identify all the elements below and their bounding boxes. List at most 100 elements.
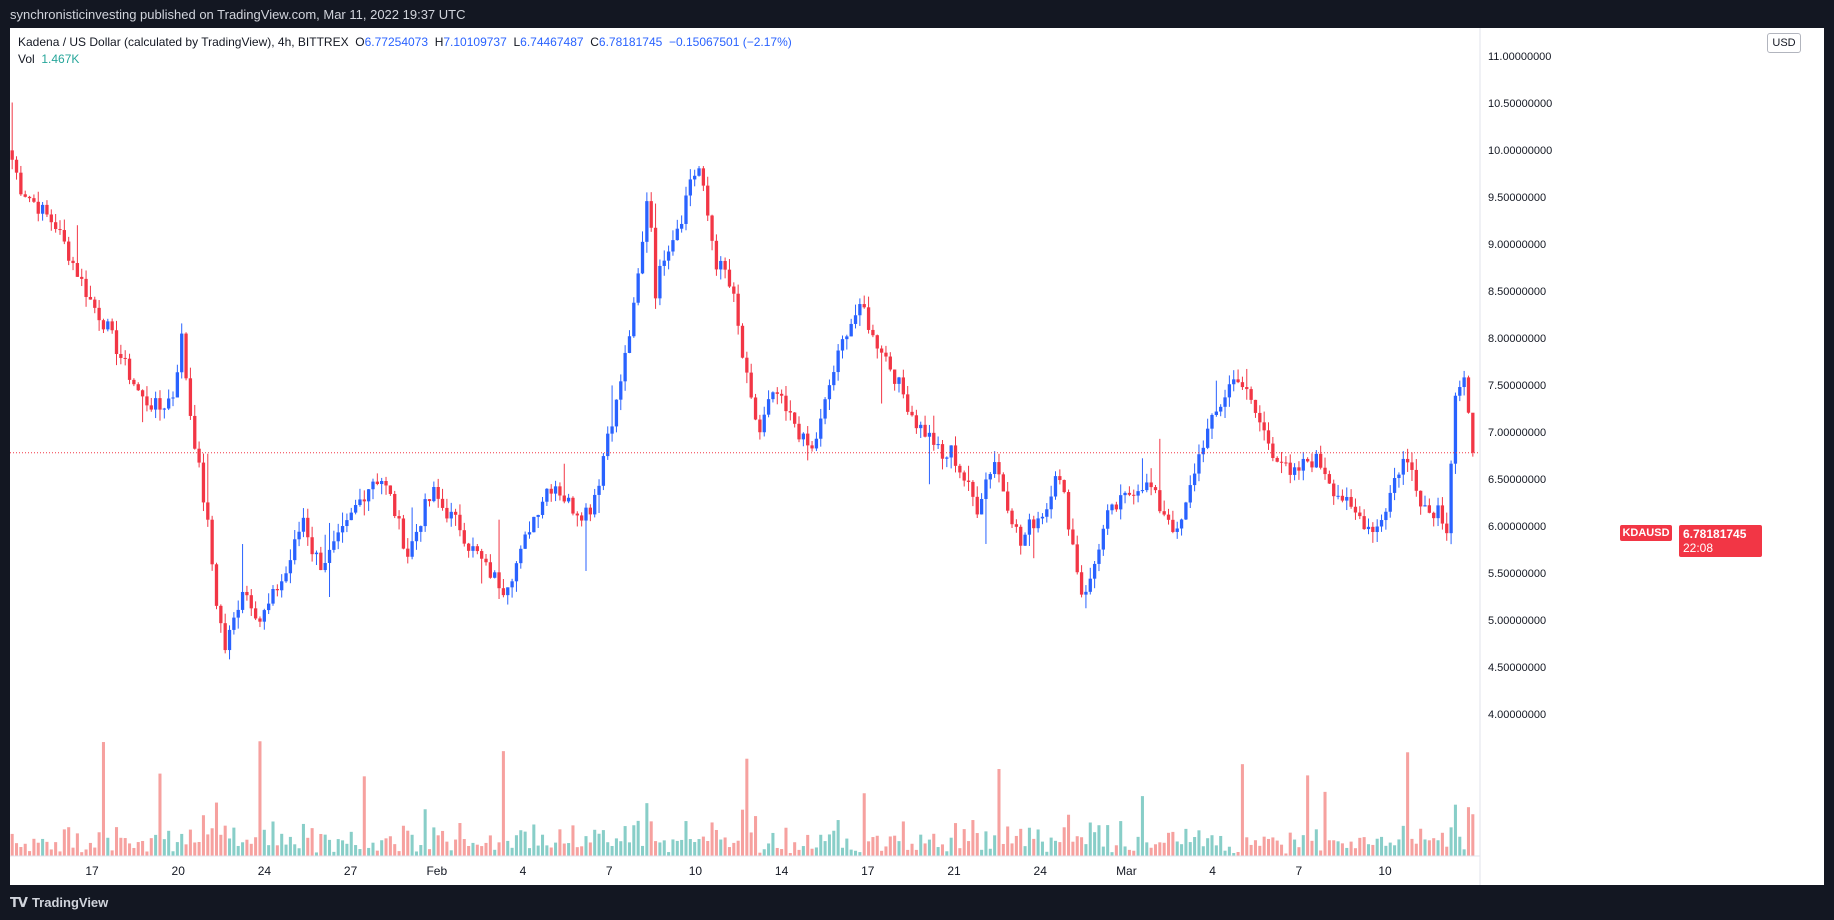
volume-bar — [627, 842, 631, 856]
candle-body — [793, 412, 797, 424]
candle-body — [419, 526, 423, 532]
chart-panel[interactable]: 4.00000000 4.50000000 5.00000000 5.50000000… — [10, 28, 1824, 885]
candle-body — [797, 423, 801, 440]
candle-body — [75, 263, 80, 277]
candle-body — [871, 329, 875, 336]
volume-bar — [1201, 846, 1205, 856]
volume-bar — [823, 841, 827, 856]
candle-body — [223, 623, 227, 651]
candle-body — [1166, 514, 1171, 520]
candle-body — [801, 433, 806, 440]
candle-body — [1353, 506, 1358, 513]
volume-bar — [919, 834, 923, 856]
candle-body — [153, 398, 158, 410]
volume-bar — [358, 849, 362, 856]
volume-bar — [267, 845, 271, 856]
candle-body — [106, 321, 110, 330]
volume-bar — [471, 842, 475, 856]
candle-body — [1119, 495, 1123, 510]
tradingview-logo[interactable]: TV TradingView — [10, 895, 108, 911]
volume-bar — [671, 839, 675, 856]
candle-body — [58, 229, 62, 231]
volume-bar — [249, 843, 253, 856]
volume-bar — [801, 846, 805, 856]
change-value: −0.15067501 (−2.17%) — [668, 35, 792, 49]
volume-bar — [701, 836, 705, 856]
volume-bar — [667, 852, 671, 856]
candle-body — [10, 150, 14, 160]
candle-body — [984, 479, 988, 499]
candle-body — [1432, 512, 1436, 519]
candle-body — [710, 215, 714, 241]
volume-bar — [1040, 841, 1044, 856]
volume-bar — [549, 847, 553, 856]
currency-button[interactable]: USD — [1767, 33, 1801, 53]
volume-bar — [214, 802, 219, 856]
candle-body — [506, 587, 510, 596]
volume-bar — [49, 849, 53, 856]
volume-bar — [310, 828, 314, 856]
candle-body — [845, 336, 849, 340]
candle-body — [488, 562, 493, 578]
price-tick-label: 11.00000000 — [1488, 51, 1551, 63]
volume-bar — [262, 829, 266, 856]
volume-bar — [293, 844, 297, 856]
candlestick-chart[interactable]: 4.00000000 4.50000000 5.00000000 5.50000000… — [10, 28, 1824, 885]
volume-bar — [1114, 845, 1118, 856]
candle-body — [423, 499, 427, 527]
candle-body — [1410, 462, 1414, 470]
volume-bar — [128, 843, 132, 856]
volume-bar — [875, 835, 879, 856]
candle-body — [1271, 443, 1275, 458]
candle-body — [275, 588, 280, 591]
volume-bar — [1458, 836, 1462, 856]
symbol-title: Kadena / US Dollar (calculated by Tradin… — [18, 35, 349, 49]
volume-bar — [206, 834, 210, 856]
volume-bar — [1158, 842, 1162, 856]
volume-bar — [167, 830, 171, 856]
volume-bar — [675, 840, 679, 856]
candle-body — [1471, 412, 1475, 453]
volume-bar — [819, 834, 823, 856]
volume-bar — [406, 830, 410, 856]
candle-body — [1045, 509, 1049, 517]
candle-body — [1384, 511, 1388, 521]
volume-bar — [1401, 825, 1405, 856]
candle-body — [1062, 480, 1066, 493]
candle-body — [636, 273, 640, 303]
volume-bar — [975, 833, 979, 856]
candle-body — [1401, 458, 1405, 475]
candle-body — [349, 512, 353, 521]
candle-body — [319, 552, 323, 571]
volume-bar — [810, 848, 814, 856]
volume-bar — [362, 776, 366, 856]
volume-bar — [727, 847, 731, 856]
volume-bar — [145, 851, 149, 856]
candle-body — [566, 497, 571, 502]
candle-body — [1214, 411, 1218, 415]
volume-bar — [80, 852, 84, 856]
candle-body — [1236, 379, 1240, 383]
candle-body — [440, 498, 445, 508]
candle-body — [432, 487, 436, 502]
volume-bar — [697, 839, 701, 856]
candle-body — [1275, 457, 1279, 462]
volume-bar — [880, 850, 884, 856]
candle-body — [1227, 384, 1232, 398]
candle-body — [540, 501, 545, 515]
volume-bar — [1275, 840, 1279, 856]
candle-body — [953, 445, 958, 466]
candle-body — [245, 591, 249, 596]
volume-bar — [158, 773, 162, 856]
candle-body — [510, 581, 514, 588]
candle-body — [1032, 519, 1036, 529]
publish-bar: synchronisticinvesting published on Trad… — [0, 0, 1834, 28]
volume-bars — [10, 741, 1475, 856]
volume-bar — [1132, 850, 1136, 856]
volume-bar — [927, 839, 931, 856]
candle-body — [1288, 462, 1292, 475]
symbol-legend: Kadena / US Dollar (calculated by Tradin… — [18, 34, 792, 68]
volume-bar — [1266, 838, 1271, 856]
candle-body — [1336, 495, 1340, 497]
volume-bar — [871, 837, 875, 856]
